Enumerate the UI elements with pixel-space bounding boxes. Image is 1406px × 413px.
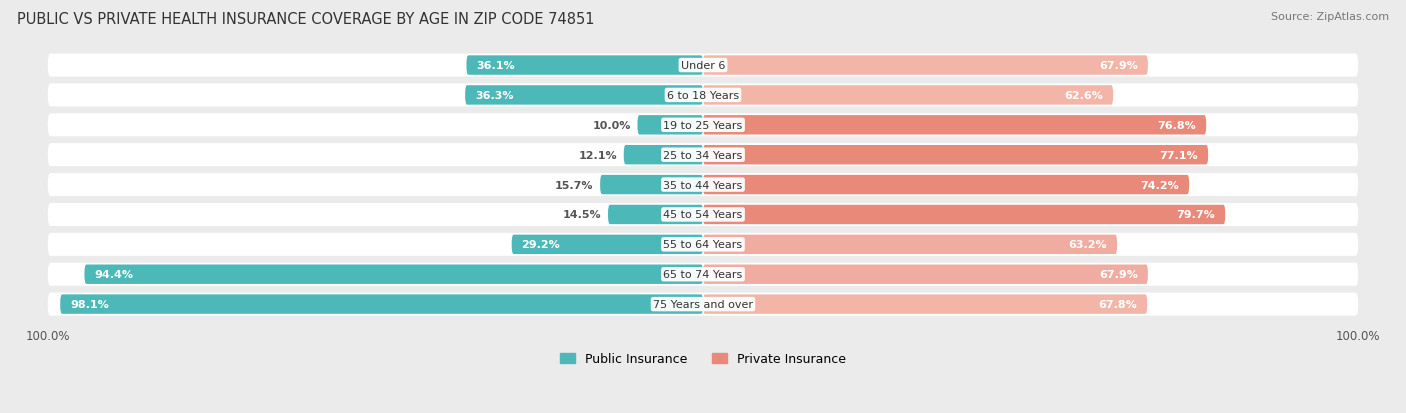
FancyBboxPatch shape — [703, 295, 1147, 314]
FancyBboxPatch shape — [48, 263, 1358, 286]
Text: 19 to 25 Years: 19 to 25 Years — [664, 121, 742, 131]
Text: 6 to 18 Years: 6 to 18 Years — [666, 91, 740, 101]
FancyBboxPatch shape — [60, 295, 703, 314]
Text: PUBLIC VS PRIVATE HEALTH INSURANCE COVERAGE BY AGE IN ZIP CODE 74851: PUBLIC VS PRIVATE HEALTH INSURANCE COVER… — [17, 12, 595, 27]
Text: 75 Years and over: 75 Years and over — [652, 299, 754, 309]
Text: 62.6%: 62.6% — [1064, 91, 1104, 101]
FancyBboxPatch shape — [512, 235, 703, 254]
FancyBboxPatch shape — [48, 233, 1358, 256]
Text: 35 to 44 Years: 35 to 44 Years — [664, 180, 742, 190]
FancyBboxPatch shape — [703, 86, 1114, 105]
Text: 76.8%: 76.8% — [1157, 121, 1197, 131]
Text: 98.1%: 98.1% — [70, 299, 108, 309]
FancyBboxPatch shape — [48, 204, 1358, 226]
FancyBboxPatch shape — [48, 144, 1358, 167]
Text: 12.1%: 12.1% — [578, 150, 617, 160]
Text: 14.5%: 14.5% — [562, 210, 602, 220]
Text: 15.7%: 15.7% — [555, 180, 593, 190]
FancyBboxPatch shape — [48, 173, 1358, 197]
Text: 67.9%: 67.9% — [1099, 270, 1137, 280]
Text: 74.2%: 74.2% — [1140, 180, 1180, 190]
FancyBboxPatch shape — [465, 86, 703, 105]
Text: 67.9%: 67.9% — [1099, 61, 1137, 71]
Text: 100.0%: 100.0% — [25, 329, 70, 342]
FancyBboxPatch shape — [48, 55, 1358, 77]
Text: 65 to 74 Years: 65 to 74 Years — [664, 270, 742, 280]
FancyBboxPatch shape — [703, 205, 1225, 225]
Text: 94.4%: 94.4% — [94, 270, 134, 280]
Text: 25 to 34 Years: 25 to 34 Years — [664, 150, 742, 160]
Text: 67.8%: 67.8% — [1098, 299, 1137, 309]
FancyBboxPatch shape — [703, 146, 1208, 165]
Text: 36.1%: 36.1% — [477, 61, 515, 71]
FancyBboxPatch shape — [48, 293, 1358, 316]
Text: 29.2%: 29.2% — [522, 240, 560, 250]
FancyBboxPatch shape — [467, 56, 703, 76]
Text: 10.0%: 10.0% — [592, 121, 631, 131]
Text: 55 to 64 Years: 55 to 64 Years — [664, 240, 742, 250]
FancyBboxPatch shape — [703, 116, 1206, 135]
FancyBboxPatch shape — [48, 84, 1358, 107]
Legend: Public Insurance, Private Insurance: Public Insurance, Private Insurance — [560, 352, 846, 366]
FancyBboxPatch shape — [703, 265, 1147, 284]
Text: Source: ZipAtlas.com: Source: ZipAtlas.com — [1271, 12, 1389, 22]
FancyBboxPatch shape — [637, 116, 703, 135]
Text: 36.3%: 36.3% — [475, 91, 513, 101]
Text: Under 6: Under 6 — [681, 61, 725, 71]
FancyBboxPatch shape — [84, 265, 703, 284]
FancyBboxPatch shape — [703, 235, 1118, 254]
FancyBboxPatch shape — [703, 56, 1147, 76]
FancyBboxPatch shape — [703, 176, 1189, 195]
FancyBboxPatch shape — [624, 146, 703, 165]
Text: 45 to 54 Years: 45 to 54 Years — [664, 210, 742, 220]
Text: 77.1%: 77.1% — [1160, 150, 1198, 160]
FancyBboxPatch shape — [48, 114, 1358, 137]
FancyBboxPatch shape — [600, 176, 703, 195]
FancyBboxPatch shape — [607, 205, 703, 225]
Text: 63.2%: 63.2% — [1069, 240, 1108, 250]
Text: 100.0%: 100.0% — [1336, 329, 1381, 342]
Text: 79.7%: 79.7% — [1177, 210, 1215, 220]
